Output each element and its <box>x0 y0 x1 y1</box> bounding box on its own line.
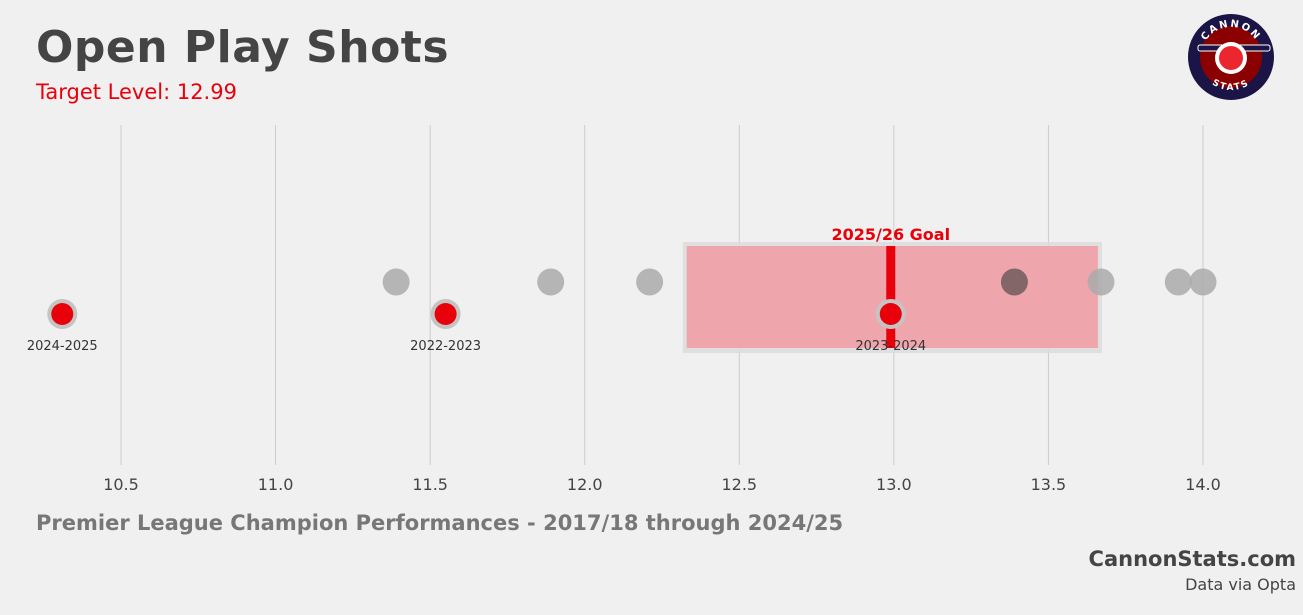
grey-point <box>636 268 664 296</box>
x-tick-label: 11.5 <box>412 475 448 494</box>
cannon-stats-logo: CANNON STATS <box>1188 14 1274 100</box>
x-tick-label: 14.0 <box>1185 475 1221 494</box>
highlight-point <box>879 303 902 325</box>
goal-line-group: 2025/26 Goal <box>831 225 950 348</box>
logo-bottom-text: STATS <box>1210 78 1249 93</box>
season-label: 2023-2024 <box>855 339 926 354</box>
brand-link[interactable]: CannonStats.com <box>1088 547 1296 571</box>
highlight-point <box>51 303 74 325</box>
grey-point <box>537 268 565 296</box>
x-tick-label: 13.5 <box>1031 475 1067 494</box>
data-source: Data via Opta <box>1185 575 1296 594</box>
grey-point <box>1189 268 1217 296</box>
x-tick-label: 12.5 <box>721 475 757 494</box>
goal-label: 2025/26 Goal <box>831 225 950 244</box>
svg-text:STATS: STATS <box>1210 78 1251 93</box>
grey-point <box>1087 268 1115 296</box>
grey-point <box>382 268 410 296</box>
other-seasons-points <box>382 268 1217 296</box>
x-axis-ticks: 10.5 11.0 11.5 12.0 12.5 13.0 13.5 14.0 <box>103 475 1221 494</box>
highlighted-points: 2024-2025 2022-2023 2023-2024 <box>27 299 926 354</box>
grey-point <box>1164 268 1192 296</box>
x-tick-label: 13.0 <box>876 475 912 494</box>
season-label: 2022-2023 <box>410 339 481 354</box>
x-tick-label: 10.5 <box>103 475 139 494</box>
logo-ball-core <box>1219 46 1243 70</box>
x-tick-label: 12.0 <box>567 475 603 494</box>
x-tick-label: 11.0 <box>258 475 294 494</box>
highlight-point <box>434 303 457 325</box>
footer-caption: Premier League Champion Performances - 2… <box>36 511 844 535</box>
season-label: 2024-2025 <box>27 339 98 354</box>
target-level-subtitle: Target Level: 12.99 <box>36 80 237 104</box>
page-title: Open Play Shots <box>36 22 450 73</box>
grey-point <box>1000 268 1028 296</box>
